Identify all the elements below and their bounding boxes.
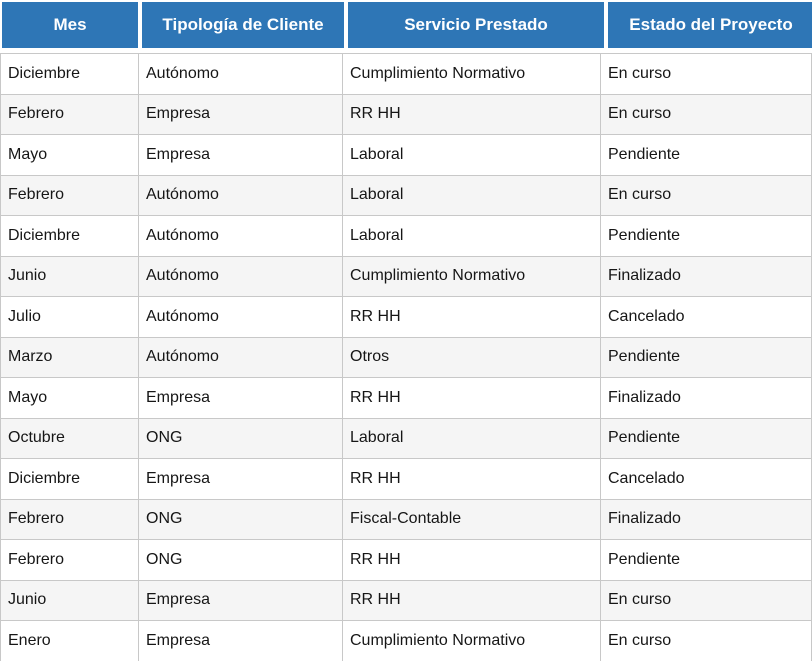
cell-estado-del-proyecto: Finalizado bbox=[601, 256, 812, 296]
cell-mes: Mayo bbox=[0, 378, 139, 418]
cell-tipologia-de-cliente: Empresa bbox=[139, 378, 343, 418]
table-row: Diciembre Autónomo Laboral Pendiente bbox=[0, 216, 812, 257]
cell-mes: Marzo bbox=[0, 337, 139, 377]
cell-tipologia-de-cliente: Autónomo bbox=[139, 297, 343, 337]
cell-mes: Mayo bbox=[0, 135, 139, 175]
cell-tipologia-de-cliente: Autónomo bbox=[139, 337, 343, 377]
cell-servicio-prestado: Fiscal-Contable bbox=[343, 499, 601, 539]
table-row: Febrero ONG RR HH Pendiente bbox=[0, 540, 812, 581]
cell-tipologia-de-cliente: ONG bbox=[139, 418, 343, 458]
cell-estado-del-proyecto: Cancelado bbox=[601, 459, 812, 499]
cell-mes: Febrero bbox=[0, 540, 139, 580]
cell-estado-del-proyecto: Cancelado bbox=[601, 297, 812, 337]
table-header-row: Mes Tipología de Cliente Servicio Presta… bbox=[0, 0, 812, 48]
cell-estado-del-proyecto: En curso bbox=[601, 580, 812, 620]
cell-tipologia-de-cliente: Autónomo bbox=[139, 175, 343, 215]
cell-servicio-prestado: Laboral bbox=[343, 216, 601, 256]
cell-estado-del-proyecto: En curso bbox=[601, 621, 812, 661]
cell-mes: Febrero bbox=[0, 94, 139, 134]
cell-mes: Diciembre bbox=[0, 459, 139, 499]
cell-servicio-prestado: RR HH bbox=[343, 297, 601, 337]
cell-tipologia-de-cliente: ONG bbox=[139, 540, 343, 580]
table-row: Junio Empresa RR HH En curso bbox=[0, 580, 812, 621]
table-row: Mayo Empresa RR HH Finalizado bbox=[0, 378, 812, 419]
cell-servicio-prestado: Laboral bbox=[343, 418, 601, 458]
cell-servicio-prestado: Cumplimiento Normativo bbox=[343, 54, 601, 94]
cell-tipologia-de-cliente: ONG bbox=[139, 499, 343, 539]
cell-tipologia-de-cliente: Empresa bbox=[139, 94, 343, 134]
cell-servicio-prestado: RR HH bbox=[343, 459, 601, 499]
cell-estado-del-proyecto: En curso bbox=[601, 175, 812, 215]
table-row: Diciembre Empresa RR HH Cancelado bbox=[0, 459, 812, 500]
cell-mes: Junio bbox=[0, 580, 139, 620]
cell-servicio-prestado: RR HH bbox=[343, 94, 601, 134]
cell-tipologia-de-cliente: Autónomo bbox=[139, 256, 343, 296]
cell-tipologia-de-cliente: Autónomo bbox=[139, 54, 343, 94]
cell-estado-del-proyecto: Finalizado bbox=[601, 499, 812, 539]
cell-mes: Enero bbox=[0, 621, 139, 661]
cell-mes: Junio bbox=[0, 256, 139, 296]
cell-mes: Diciembre bbox=[0, 54, 139, 94]
table-row: Diciembre Autónomo Cumplimiento Normativ… bbox=[0, 54, 812, 95]
cell-estado-del-proyecto: Pendiente bbox=[601, 337, 812, 377]
table-row: Febrero Empresa RR HH En curso bbox=[0, 94, 812, 135]
cell-tipologia-de-cliente: Empresa bbox=[139, 580, 343, 620]
cell-servicio-prestado: Otros bbox=[343, 337, 601, 377]
cell-tipologia-de-cliente: Autónomo bbox=[139, 216, 343, 256]
cell-mes: Julio bbox=[0, 297, 139, 337]
column-header-tipologia-de-cliente[interactable]: Tipología de Cliente bbox=[142, 2, 344, 48]
cell-estado-del-proyecto: En curso bbox=[601, 54, 812, 94]
cell-mes: Febrero bbox=[0, 499, 139, 539]
column-header-estado-del-proyecto[interactable]: Estado del Proyecto bbox=[608, 2, 812, 48]
cell-estado-del-proyecto: Pendiente bbox=[601, 418, 812, 458]
column-header-servicio-prestado[interactable]: Servicio Prestado bbox=[348, 2, 604, 48]
cell-servicio-prestado: Cumplimiento Normativo bbox=[343, 621, 601, 661]
cell-servicio-prestado: Cumplimiento Normativo bbox=[343, 256, 601, 296]
cell-tipologia-de-cliente: Empresa bbox=[139, 621, 343, 661]
column-header-mes[interactable]: Mes bbox=[2, 2, 138, 48]
cell-tipologia-de-cliente: Empresa bbox=[139, 135, 343, 175]
cell-tipologia-de-cliente: Empresa bbox=[139, 459, 343, 499]
cell-estado-del-proyecto: En curso bbox=[601, 94, 812, 134]
cell-mes: Diciembre bbox=[0, 216, 139, 256]
cell-servicio-prestado: RR HH bbox=[343, 378, 601, 418]
cell-servicio-prestado: Laboral bbox=[343, 135, 601, 175]
table-row: Junio Autónomo Cumplimiento Normativo Fi… bbox=[0, 256, 812, 297]
cell-servicio-prestado: RR HH bbox=[343, 540, 601, 580]
cell-estado-del-proyecto: Pendiente bbox=[601, 216, 812, 256]
cell-estado-del-proyecto: Finalizado bbox=[601, 378, 812, 418]
cell-servicio-prestado: Laboral bbox=[343, 175, 601, 215]
cell-servicio-prestado: RR HH bbox=[343, 580, 601, 620]
table-row: Marzo Autónomo Otros Pendiente bbox=[0, 337, 812, 378]
cell-mes: Octubre bbox=[0, 418, 139, 458]
table-row: Enero Empresa Cumplimiento Normativo En … bbox=[0, 621, 812, 661]
cell-estado-del-proyecto: Pendiente bbox=[601, 135, 812, 175]
table-row: Febrero ONG Fiscal-Contable Finalizado bbox=[0, 499, 812, 540]
table-body: Diciembre Autónomo Cumplimiento Normativ… bbox=[0, 53, 812, 661]
cell-estado-del-proyecto: Pendiente bbox=[601, 540, 812, 580]
table-row: Octubre ONG Laboral Pendiente bbox=[0, 418, 812, 459]
cell-mes: Febrero bbox=[0, 175, 139, 215]
table-row: Julio Autónomo RR HH Cancelado bbox=[0, 297, 812, 338]
table-row: Febrero Autónomo Laboral En curso bbox=[0, 175, 812, 216]
table-row: Mayo Empresa Laboral Pendiente bbox=[0, 135, 812, 176]
